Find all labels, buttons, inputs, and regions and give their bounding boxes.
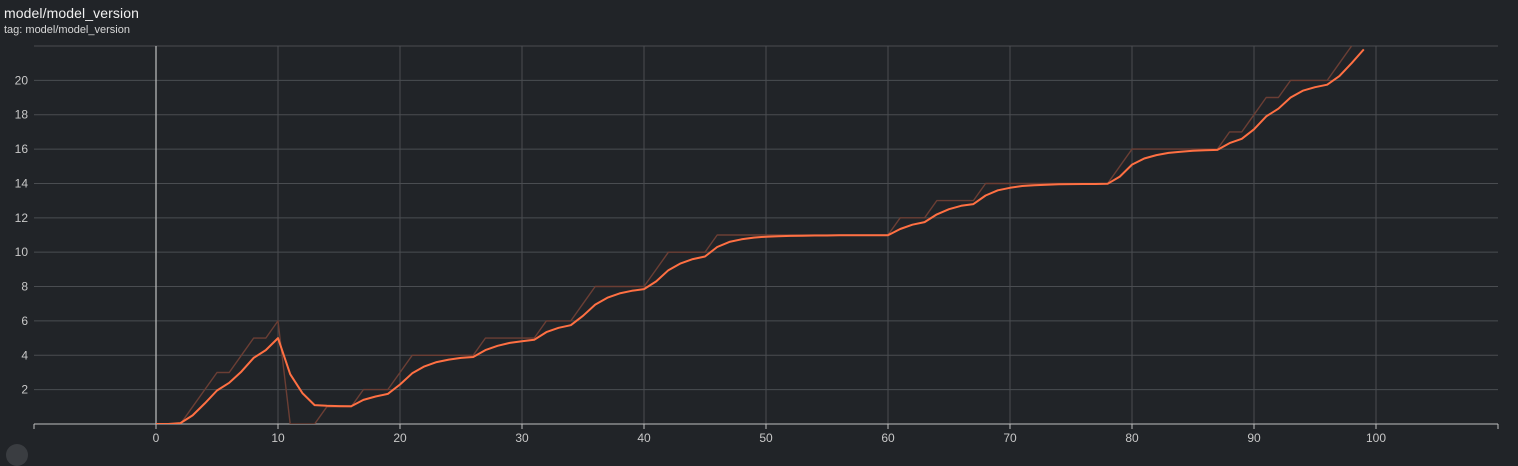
y-tick-label: 2 <box>21 383 28 397</box>
chart[interactable]: 0 10 20 30 40 50 60 70 80 90 100 2 4 6 8 10 12 14 16 18 20 <box>0 0 1518 450</box>
smoothed-series-line <box>156 48 1365 424</box>
x-tick-label: 60 <box>881 431 895 445</box>
y-tick-label: 8 <box>21 280 28 294</box>
card-title: model/model_version <box>4 5 139 21</box>
card-tag: tag: model/model_version <box>4 24 130 36</box>
x-tick-label: 40 <box>637 431 651 445</box>
fit-domain-button[interactable] <box>6 444 28 466</box>
y-tick-label: 16 <box>15 142 29 156</box>
y-tick-label: 14 <box>15 176 29 190</box>
x-tick-label: 90 <box>1247 431 1261 445</box>
x-tick-label: 30 <box>515 431 529 445</box>
raw-series-layer <box>156 46 1353 424</box>
axes <box>33 46 1499 429</box>
y-tick-label: 10 <box>15 245 29 259</box>
x-tick-label: 10 <box>271 431 285 445</box>
tick-labels: 0 10 20 30 40 50 60 70 80 90 100 2 4 6 8 10 12 14 16 18 20 <box>15 73 1387 445</box>
x-tick-label: 50 <box>759 431 773 445</box>
y-tick-label: 6 <box>21 314 28 328</box>
x-tick-label: 100 <box>1366 431 1386 445</box>
raw-series-line <box>156 46 1353 424</box>
grid-lines <box>34 45 1498 424</box>
y-tick-label: 18 <box>15 108 29 122</box>
x-tick-label: 80 <box>1125 431 1139 445</box>
x-tick-label: 20 <box>393 431 407 445</box>
y-tick-label: 12 <box>15 211 29 225</box>
y-tick-label: 4 <box>21 348 28 362</box>
x-tick-label: 0 <box>153 431 160 445</box>
y-tick-label: 20 <box>15 73 29 87</box>
x-tick-label: 70 <box>1003 431 1017 445</box>
smoothed-series-layer <box>156 48 1365 424</box>
